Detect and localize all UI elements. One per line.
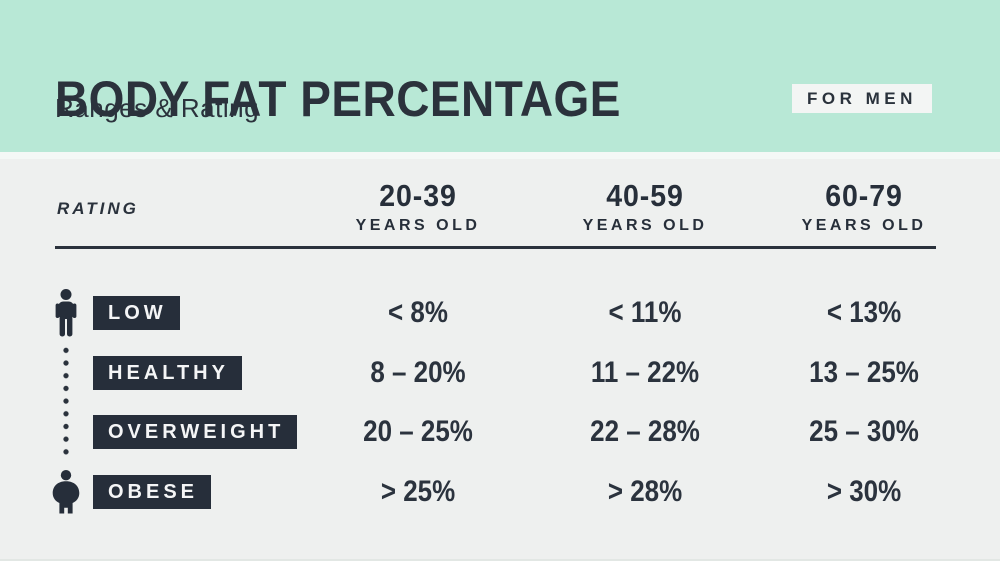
table-row-low: LOW < 8% < 11% < 13% [0, 284, 1000, 344]
value-healthy-20-39: 8 – 20% [370, 355, 466, 389]
value-overweight-20-39: 20 – 25% [363, 415, 473, 449]
audience-badge: FOR MEN [792, 84, 932, 113]
value-overweight-60-79: 25 – 30% [809, 415, 919, 449]
dotted-connector-line [63, 344, 69, 458]
age-range-sub: YEARS OLD [582, 216, 708, 234]
age-range: 20-39 [379, 178, 457, 213]
hero-band [0, 0, 1000, 152]
value-low-20-39: < 8% [388, 296, 448, 330]
value-healthy-40-59: 11 – 22% [590, 355, 700, 389]
value-obese-20-39: > 25% [380, 474, 456, 508]
header-divider-line [55, 246, 936, 249]
rating-badge-overweight: OVERWEIGHT [93, 415, 298, 450]
value-low-40-59: < 11% [608, 296, 682, 330]
column-header-20-39: 20-39 YEARS OLD [308, 178, 528, 235]
column-header-60-79: 60-79 YEARS OLD [754, 178, 974, 235]
age-range-sub: YEARS OLD [355, 216, 481, 234]
rating-badge-obese: OBESE [93, 474, 212, 509]
value-low-60-79: < 13% [826, 296, 902, 330]
column-header-40-59: 40-59 YEARS OLD [535, 178, 755, 235]
value-obese-40-59: > 28% [607, 474, 683, 508]
table-row-overweight: OVERWEIGHT 20 – 25% 22 – 28% 25 – 30% [0, 403, 1000, 463]
value-healthy-60-79: 13 – 25% [809, 355, 919, 389]
value-obese-60-79: > 30% [826, 474, 902, 508]
age-range-sub: YEARS OLD [801, 216, 927, 234]
rating-badge-low: LOW [93, 296, 180, 331]
table-row-healthy: HEALTHY 8 – 20% 11 – 22% 13 – 25% [0, 343, 1000, 403]
hero-divider-strip [0, 152, 1000, 159]
page-title: BODY FAT PERCENTAGE [55, 70, 621, 127]
rating-badge-healthy: HEALTHY [93, 355, 242, 390]
rating-column-header: RATING [57, 199, 139, 218]
age-range: 60-79 [825, 178, 903, 213]
page-subtitle: Ranges & Rating [55, 93, 260, 123]
slim-person-icon [53, 289, 79, 337]
age-range: 40-59 [606, 178, 684, 213]
obese-person-icon [49, 469, 83, 514]
table-row-obese: OBESE > 25% > 28% > 30% [0, 462, 1000, 522]
value-overweight-40-59: 22 – 28% [590, 415, 700, 449]
